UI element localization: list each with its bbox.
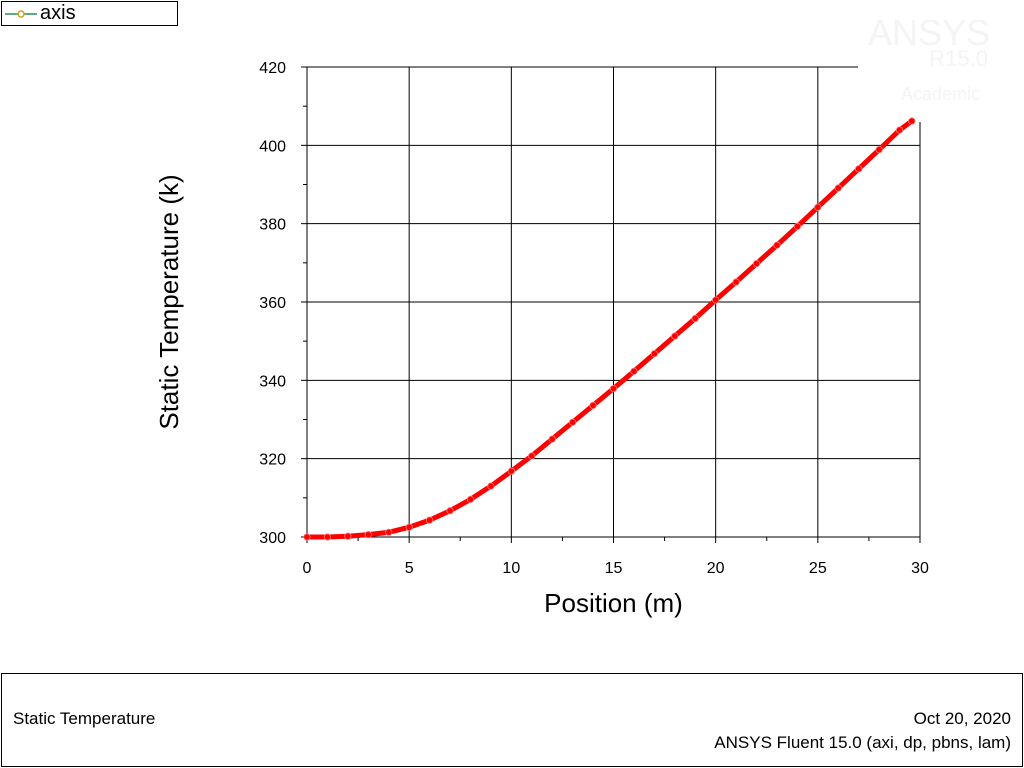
- data-point: [364, 531, 372, 539]
- data-point: [609, 384, 618, 393]
- y-tick-label: 400: [259, 138, 286, 155]
- x-tick-label: 15: [605, 560, 623, 577]
- data-point: [344, 532, 352, 540]
- x-tick-label: 30: [911, 560, 929, 577]
- data-point: [589, 401, 597, 409]
- x-tick-label: 25: [809, 560, 827, 577]
- data-point: [814, 203, 822, 211]
- xy-plot: 0 5 10 15 20 25 30 300 320 340 360 380 400 420 Positio…: [154, 60, 929, 618]
- data-point: [466, 495, 475, 503]
- y-tick-label: 360: [259, 295, 286, 312]
- y-axis-label: Static Temperature (k): [154, 174, 184, 429]
- x-tick-label: 0: [303, 560, 312, 577]
- y-tick-label: 320: [259, 452, 286, 469]
- footer-title: Static Temperature: [13, 709, 156, 728]
- data-point: [487, 482, 495, 490]
- data-point: [732, 278, 740, 286]
- x-axis-label: Position (m): [544, 588, 683, 618]
- y-tick-label: 340: [259, 373, 286, 390]
- data-point: [793, 222, 802, 231]
- data-point: [303, 533, 311, 541]
- data-point: [528, 452, 536, 460]
- data-point: [323, 533, 332, 541]
- legend-label: axis: [40, 2, 76, 24]
- data-point: [773, 241, 781, 249]
- data-point: [507, 467, 515, 475]
- data-point: [650, 350, 658, 358]
- footer-solver-info: ANSYS Fluent 15.0 (axi, dp, pbns, lam): [714, 733, 1011, 752]
- watermark-version: R15.0: [929, 46, 988, 71]
- x-tick-label: 5: [405, 560, 414, 577]
- y-tick-label: 420: [259, 60, 286, 77]
- data-point: [855, 165, 863, 173]
- x-tick-label: 10: [502, 560, 520, 577]
- data-point: [548, 435, 556, 443]
- legend: axis: [1, 1, 178, 26]
- data-point: [569, 418, 577, 426]
- footer-title-block: Static Temperature Oct 20, 2020 ANSYS Fl…: [1, 673, 1023, 767]
- data-point: [712, 296, 720, 304]
- data-point: [875, 146, 883, 154]
- data-point: [385, 528, 393, 536]
- watermark-edition: Academic: [900, 84, 980, 104]
- x-tick-label: 20: [707, 560, 725, 577]
- data-point: [446, 507, 454, 515]
- series-line-axis: [304, 118, 915, 540]
- data-point: [752, 260, 761, 268]
- data-point: [425, 516, 434, 524]
- y-tick-label: 380: [259, 217, 286, 234]
- watermark-brand: ANSYS: [867, 12, 990, 53]
- legend-marker-icon: [5, 10, 37, 18]
- data-point: [834, 184, 842, 192]
- data-point: [691, 314, 699, 323]
- data-point: [671, 332, 679, 340]
- data-point: [908, 117, 916, 125]
- data-point: [405, 523, 413, 531]
- data-point: [630, 367, 638, 375]
- data-point: [895, 126, 904, 134]
- footer-date: Oct 20, 2020: [913, 709, 1011, 728]
- y-tick-label: 300: [259, 530, 286, 547]
